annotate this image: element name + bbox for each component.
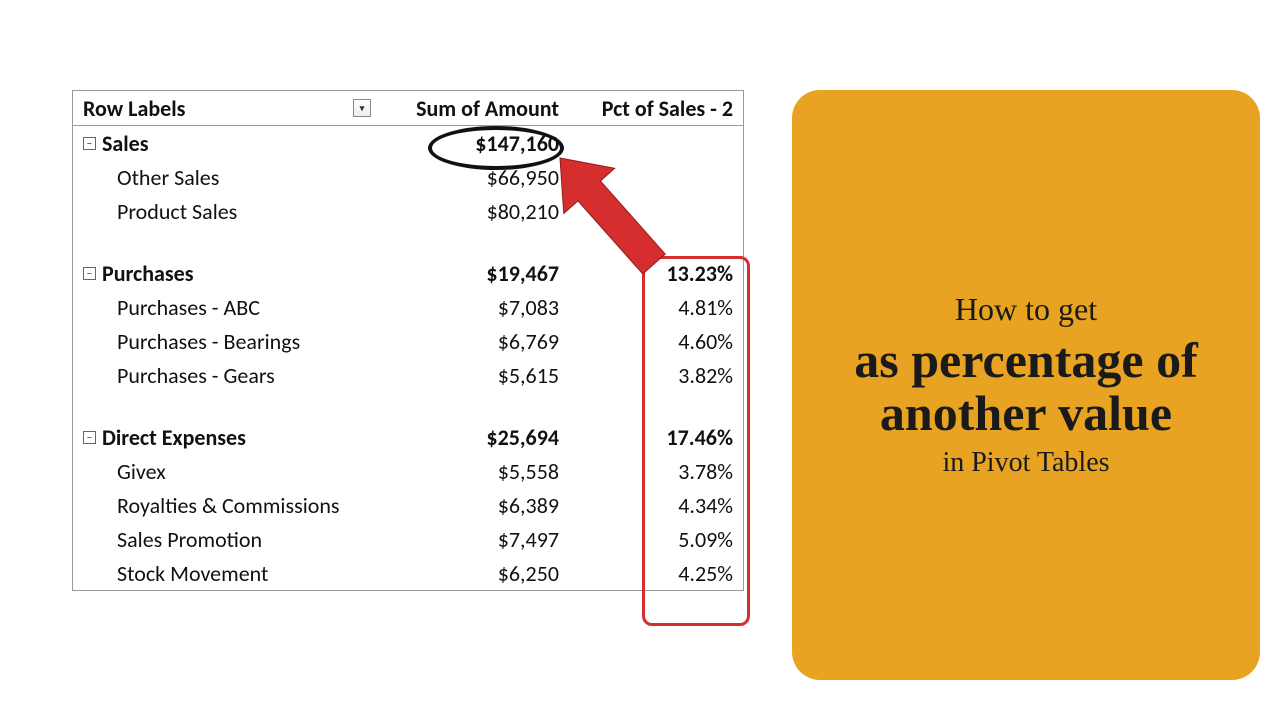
child-amount: $66,950 — [375, 161, 567, 194]
group-pct: 17.46% — [567, 421, 743, 454]
collapse-icon[interactable]: − — [83, 137, 96, 150]
group-amount: $147,160 — [375, 127, 567, 160]
child-row[interactable]: Product Sales $80,210 — [73, 194, 743, 228]
child-amount: $80,210 — [375, 195, 567, 228]
group-row[interactable]: −Sales $147,160 — [73, 126, 743, 160]
child-label: Other Sales — [117, 164, 219, 191]
group-row[interactable]: −Direct Expenses $25,69417.46% — [73, 420, 743, 454]
child-row[interactable]: Sales Promotion $7,4975.09% — [73, 522, 743, 556]
child-pct — [567, 208, 743, 214]
child-label: Sales Promotion — [117, 526, 262, 553]
child-amount: $6,250 — [375, 557, 567, 590]
group-row[interactable]: −Purchases $19,46713.23% — [73, 256, 743, 290]
child-row[interactable]: Royalties & Commissions $6,3894.34% — [73, 488, 743, 522]
spacer-row — [73, 392, 743, 420]
child-pct: 4.60% — [567, 325, 743, 358]
group-label: Direct Expenses — [102, 424, 246, 451]
child-amount: $5,558 — [375, 455, 567, 488]
callout-line3: in Pivot Tables — [942, 447, 1109, 479]
child-row[interactable]: Purchases - ABC $7,0834.81% — [73, 290, 743, 324]
child-pct: 3.78% — [567, 455, 743, 488]
child-label: Purchases - Gears — [117, 362, 275, 389]
child-pct: 4.34% — [567, 489, 743, 522]
group-amount: $19,467 — [375, 257, 567, 290]
group-amount: $25,694 — [375, 421, 567, 454]
collapse-icon[interactable]: − — [83, 431, 96, 444]
pivot-header-row: Row Labels ▾ Sum of Amount Pct of Sales … — [73, 91, 743, 126]
child-amount: $6,769 — [375, 325, 567, 358]
child-row[interactable]: Givex $5,5583.78% — [73, 454, 743, 488]
child-row[interactable]: Purchases - Bearings $6,7694.60% — [73, 324, 743, 358]
child-amount: $6,389 — [375, 489, 567, 522]
group-label: Sales — [102, 130, 149, 157]
callout-line2: as percentage of another value — [816, 334, 1236, 439]
child-label: Stock Movement — [117, 560, 268, 587]
child-row[interactable]: Stock Movement $6,2504.25% — [73, 556, 743, 590]
header-row-labels-text: Row Labels — [83, 95, 185, 122]
child-label: Givex — [117, 458, 166, 485]
spacer-row — [73, 228, 743, 256]
header-amount: Sum of Amount — [375, 92, 567, 125]
group-pct — [567, 140, 743, 146]
child-label: Purchases - ABC — [117, 294, 260, 321]
child-pct: 5.09% — [567, 523, 743, 556]
child-pct: 4.81% — [567, 291, 743, 324]
group-pct: 13.23% — [567, 257, 743, 290]
callout-card: How to get as percentage of another valu… — [792, 90, 1260, 680]
child-label: Product Sales — [117, 198, 237, 225]
child-row[interactable]: Other Sales $66,950 — [73, 160, 743, 194]
child-label: Royalties & Commissions — [117, 492, 340, 519]
child-amount: $7,497 — [375, 523, 567, 556]
pivot-table: Row Labels ▾ Sum of Amount Pct of Sales … — [72, 90, 744, 591]
row-labels-filter-button[interactable]: ▾ — [353, 99, 371, 117]
collapse-icon[interactable]: − — [83, 267, 96, 280]
child-pct: 3.82% — [567, 359, 743, 392]
header-pct: Pct of Sales - 2 — [567, 92, 743, 125]
group-label: Purchases — [102, 260, 194, 287]
child-pct: 4.25% — [567, 557, 743, 590]
child-label: Purchases - Bearings — [117, 328, 300, 355]
child-amount: $5,615 — [375, 359, 567, 392]
child-amount: $7,083 — [375, 291, 567, 324]
pivot-header-rowlabels: Row Labels ▾ — [73, 92, 375, 125]
child-pct — [567, 174, 743, 180]
child-row[interactable]: Purchases - Gears $5,6153.82% — [73, 358, 743, 392]
callout-line1: How to get — [955, 291, 1097, 328]
